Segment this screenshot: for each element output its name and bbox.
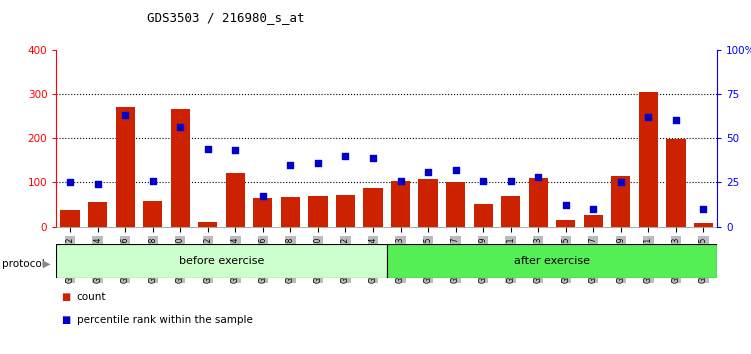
Bar — [363, 188, 383, 227]
Bar — [474, 205, 493, 227]
Point — [367, 155, 379, 160]
Point — [505, 178, 517, 183]
Point — [119, 112, 131, 118]
Text: GDS3503 / 216980_s_at: GDS3503 / 216980_s_at — [146, 11, 304, 24]
Text: protocol: protocol — [2, 259, 44, 269]
Point — [642, 114, 654, 120]
Bar — [143, 201, 162, 227]
Text: ■: ■ — [62, 292, 71, 302]
Text: after exercise: after exercise — [514, 256, 590, 266]
Bar — [556, 220, 575, 227]
Bar — [391, 181, 410, 227]
Bar — [666, 139, 686, 227]
Bar — [418, 179, 438, 227]
Point — [532, 174, 544, 180]
Bar — [253, 198, 273, 227]
Point — [559, 202, 572, 208]
Point — [229, 148, 241, 153]
Point — [339, 153, 351, 159]
Point — [92, 181, 104, 187]
Point — [698, 206, 710, 212]
Point — [450, 167, 462, 173]
Point — [312, 160, 324, 166]
Point — [422, 169, 434, 175]
Text: ■: ■ — [62, 315, 71, 325]
Bar — [501, 196, 520, 227]
Bar — [225, 173, 245, 227]
Bar — [56, 244, 387, 278]
Bar — [529, 178, 547, 227]
Point — [146, 178, 158, 183]
Point — [257, 194, 269, 199]
Bar — [60, 210, 80, 227]
Point — [285, 162, 297, 167]
Bar — [336, 195, 355, 227]
Bar — [638, 92, 658, 227]
Point — [477, 178, 489, 183]
Point — [202, 146, 214, 152]
Bar — [170, 109, 190, 227]
Bar — [281, 197, 300, 227]
Bar — [88, 202, 107, 227]
Bar — [694, 223, 713, 227]
Bar — [308, 195, 327, 227]
Bar — [611, 176, 630, 227]
Bar — [116, 107, 135, 227]
Text: percentile rank within the sample: percentile rank within the sample — [77, 315, 252, 325]
Point — [670, 118, 682, 123]
Text: before exercise: before exercise — [179, 256, 264, 266]
Text: count: count — [77, 292, 106, 302]
Point — [64, 179, 76, 185]
Point — [615, 179, 627, 185]
Text: ▶: ▶ — [43, 259, 50, 269]
Point — [174, 125, 186, 130]
Point — [587, 206, 599, 212]
Bar — [584, 216, 603, 227]
Bar — [387, 244, 717, 278]
Bar — [198, 222, 218, 227]
Point — [394, 178, 406, 183]
Bar — [446, 182, 465, 227]
